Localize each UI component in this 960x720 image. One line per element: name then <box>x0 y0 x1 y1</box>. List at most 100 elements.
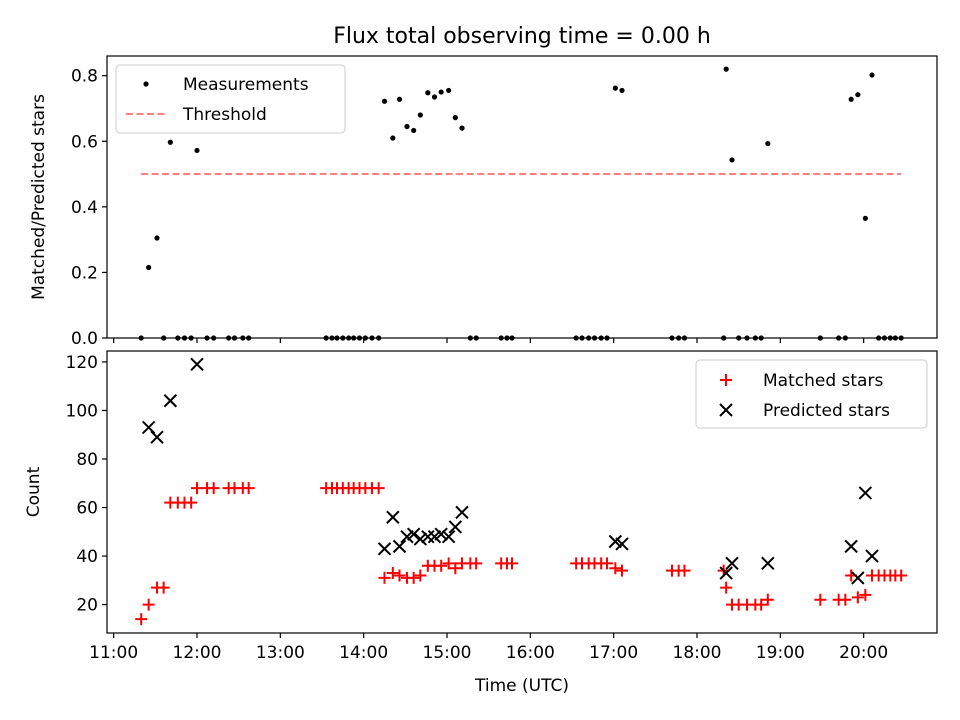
data-point <box>844 539 858 554</box>
data-point <box>378 571 391 584</box>
data-point <box>729 157 735 163</box>
data-point <box>431 94 438 100</box>
y-tick-label: 0.6 <box>71 132 98 152</box>
legend-label: Threshold <box>182 105 267 125</box>
data-point <box>865 549 879 563</box>
data-point <box>442 557 455 570</box>
legend-label: Measurements <box>183 75 309 95</box>
data-point <box>455 505 469 520</box>
data-point <box>407 571 420 584</box>
data-point <box>163 394 178 408</box>
data-point <box>761 556 775 571</box>
data-point <box>869 72 875 78</box>
data-point <box>157 581 170 594</box>
legend-box <box>115 64 346 134</box>
data-point <box>377 542 392 556</box>
data-point <box>448 520 463 534</box>
plot-frame <box>106 55 938 339</box>
data-point <box>506 557 518 570</box>
data-point <box>446 87 452 94</box>
data-point <box>859 588 872 601</box>
data-point <box>406 527 421 541</box>
y-tick-label: 0.2 <box>71 263 98 283</box>
x-tick-label: 14:00 <box>339 643 388 663</box>
x-axis-label: Time (UTC) <box>474 676 569 696</box>
x-tick-label: 12:00 <box>173 643 222 663</box>
data-point <box>601 557 613 570</box>
data-point <box>242 482 255 495</box>
data-point <box>725 556 739 571</box>
y-tick-label: 20 <box>76 596 98 616</box>
data-point <box>404 123 410 130</box>
data-point <box>609 562 622 575</box>
data-point <box>619 87 625 94</box>
data-point <box>425 90 431 96</box>
x-tick-label: 18:00 <box>673 643 722 663</box>
data-point <box>396 96 403 102</box>
data-point <box>761 593 774 606</box>
data-point <box>678 564 691 577</box>
data-point <box>417 112 423 118</box>
legend-marker-predicted <box>719 403 733 417</box>
legend: Measurements Threshold <box>115 64 346 134</box>
data-point <box>390 135 396 141</box>
data-point <box>855 92 861 98</box>
x-tick-label: 11:00 <box>89 643 138 663</box>
data-point <box>190 357 204 372</box>
legend-marker-measurements <box>143 81 149 87</box>
data-point <box>194 147 200 154</box>
series-predicted-stars <box>141 357 879 585</box>
x-tick-label: 13:00 <box>256 643 305 663</box>
data-point <box>723 66 729 72</box>
series-matched-stars <box>135 482 908 626</box>
y-tick-label: 100 <box>66 401 98 421</box>
data-point <box>142 598 155 611</box>
legend: Matched stars Predicted stars <box>695 359 928 429</box>
data-point <box>452 115 458 121</box>
data-point <box>470 557 483 570</box>
legend-box <box>695 359 928 429</box>
data-point <box>851 591 864 604</box>
data-point <box>459 125 465 131</box>
data-point <box>150 430 164 444</box>
y-axis-label: Count <box>24 466 44 517</box>
legend-marker-matched <box>720 374 732 386</box>
data-point <box>851 571 865 585</box>
data-point <box>719 566 733 580</box>
data-point <box>839 593 852 606</box>
data-point <box>207 482 220 495</box>
data-point <box>615 537 629 551</box>
y-tick-label: 0.8 <box>71 67 98 87</box>
y-tick-label: 60 <box>76 499 98 519</box>
data-point <box>441 529 456 544</box>
data-point <box>755 598 768 611</box>
legend-label: Matched stars <box>763 371 883 391</box>
data-point <box>185 496 198 509</box>
data-point <box>438 89 444 95</box>
data-point <box>146 264 152 271</box>
data-point <box>414 569 427 582</box>
data-point <box>765 140 771 147</box>
data-point <box>135 613 148 626</box>
data-point <box>386 510 400 524</box>
data-point <box>154 235 160 241</box>
top-panel: 0.0 0.2 0.4 0.6 0.8 Matched/Predicted stars Me… <box>29 55 938 349</box>
data-point <box>449 562 462 575</box>
y-tick-label: 80 <box>76 450 98 470</box>
data-point <box>435 559 448 572</box>
x-tick-label: 19:00 <box>756 643 805 663</box>
chart-title: Flux total observing time = 0.00 h <box>333 24 711 49</box>
x-tick-label: 17:00 <box>589 643 638 663</box>
data-point <box>616 564 628 577</box>
data-point <box>895 569 908 582</box>
x-tick-label: 20:00 <box>839 643 888 663</box>
y-axis-label: Matched/Predicted stars <box>29 94 49 300</box>
data-point <box>411 127 417 134</box>
y-tick-label: 40 <box>76 547 98 567</box>
data-point <box>386 567 399 580</box>
data-point <box>393 569 406 582</box>
data-point <box>814 593 827 606</box>
data-point <box>848 96 854 102</box>
x-tick-label: 16:00 <box>506 643 555 663</box>
